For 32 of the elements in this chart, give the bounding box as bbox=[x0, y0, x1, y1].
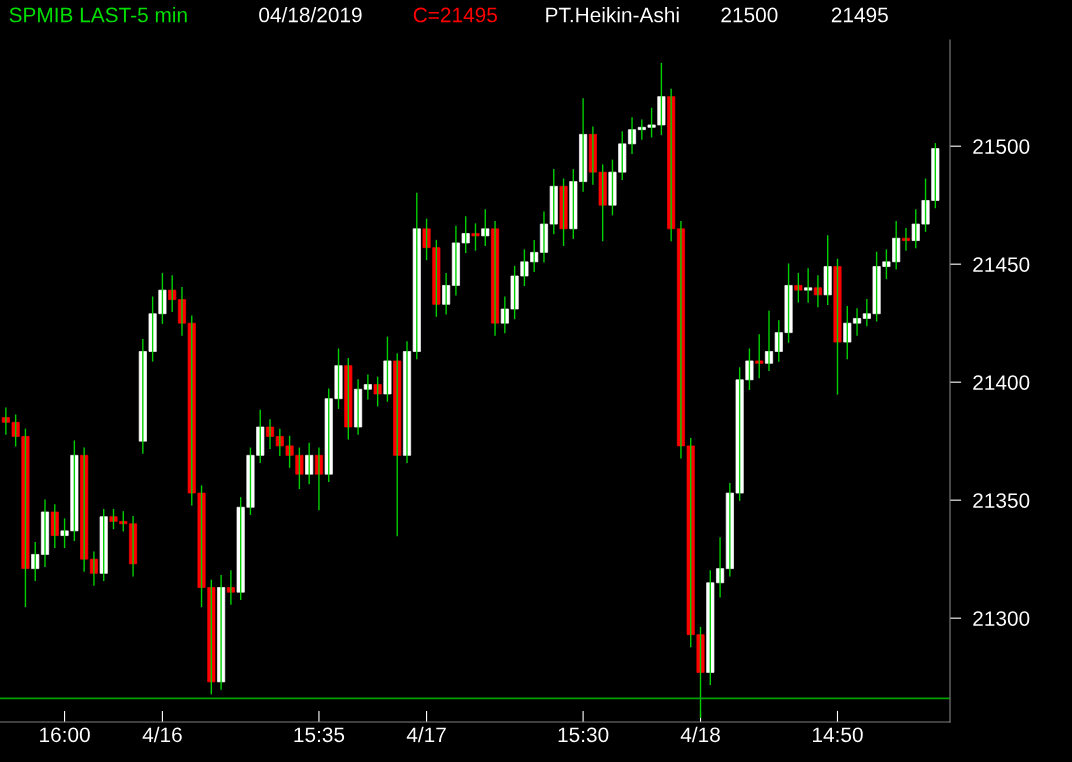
candlestick bbox=[393, 353, 402, 537]
x-tick-label: 14:50 bbox=[813, 727, 863, 743]
candlestick bbox=[755, 334, 764, 379]
y-tick-label: 21350 bbox=[973, 493, 1030, 508]
candlestick bbox=[559, 178, 568, 247]
candlestick bbox=[804, 268, 813, 303]
x-tick-label: 4/18 bbox=[680, 726, 720, 743]
candlestick bbox=[344, 357, 353, 440]
y-tick-label: 21450 bbox=[973, 257, 1030, 272]
y-tick-label: 21300 bbox=[973, 611, 1030, 626]
text: 21495 bbox=[831, 7, 888, 23]
chart-title: SPMIB LAST-5 min bbox=[9, 7, 187, 23]
candlestick bbox=[383, 336, 392, 402]
candlestick bbox=[99, 508, 108, 582]
y-tick-label: 21500 bbox=[973, 139, 1030, 154]
chart-subtitle: 04/18/2019 bbox=[259, 7, 362, 23]
candlestick bbox=[833, 258, 842, 395]
x-tick-label: 15:35 bbox=[294, 727, 345, 743]
candlestick bbox=[50, 504, 59, 549]
text: C=21495 bbox=[413, 7, 497, 23]
candlestick bbox=[373, 376, 382, 407]
text: PT.Heikin-Ashi bbox=[546, 7, 679, 23]
x-tick-label: 16:00 bbox=[40, 727, 90, 743]
text: 21500 bbox=[721, 7, 778, 23]
y-tick-label: 21400 bbox=[973, 375, 1030, 390]
x-tick-label: 4/16 bbox=[142, 726, 182, 743]
x-tick-label: 15:30 bbox=[558, 727, 609, 743]
candlestick bbox=[794, 272, 803, 303]
candlestick bbox=[471, 223, 480, 251]
candlestick bbox=[481, 209, 490, 247]
x-tick-label: 4/17 bbox=[406, 726, 446, 743]
candlestick bbox=[823, 235, 832, 305]
